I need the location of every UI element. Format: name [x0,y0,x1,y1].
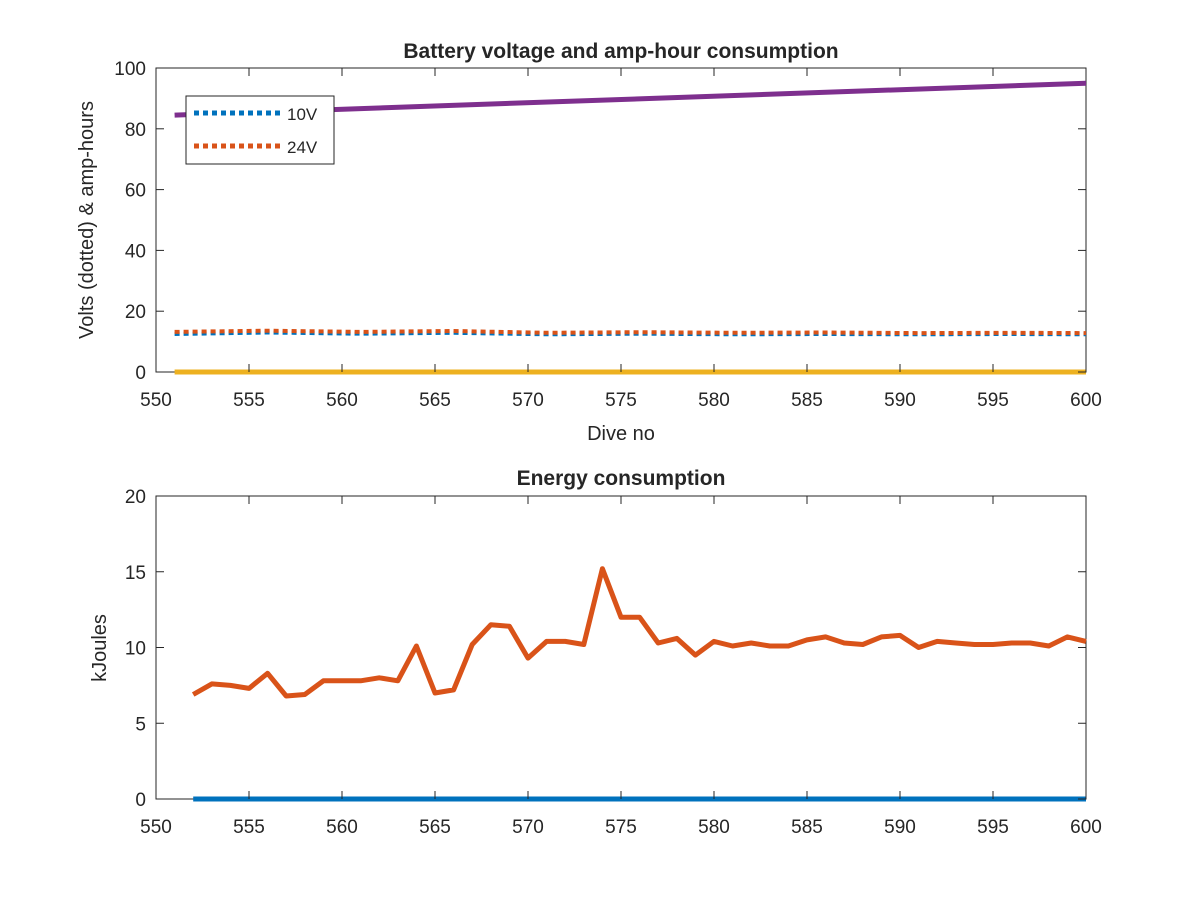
top-y-tick-label: 20 [125,302,146,323]
bottom-x-tick-label: 585 [791,817,823,838]
legend-label-24v: 24V [287,138,318,157]
bottom-x-tick-label: 570 [512,817,544,838]
top-x-tick-label: 550 [140,390,172,411]
top-y-tick-label: 40 [125,241,146,262]
bottom-y-tick-label: 10 [125,639,146,660]
top-y-tick-label: 60 [125,181,146,202]
top-x-tick-label: 580 [698,390,730,411]
bottom-tick-layer: 550 555 560 565 570 575 580 585 590 595 600 0 5 10 15 2… [125,487,1102,838]
top-chart-title: Battery voltage and amp-hour consumption [403,40,838,63]
top-x-tick-label: 590 [884,390,916,411]
bottom-x-tick-label: 590 [884,817,916,838]
bottom-plot-area [155,495,1087,800]
top-x-tick-label: 595 [977,390,1009,411]
bottom-x-tick-label: 555 [233,817,265,838]
top-y-tick-label: 80 [125,120,146,141]
top-series-line-24v [174,328,1087,336]
top-tick-layer: 550 555 560 565 570 575 580 585 590 595 600 0 20 40 60… [114,59,1102,411]
bottom-x-tick-label: 550 [140,817,172,838]
top-x-axis-label: Dive no [587,423,655,445]
bottom-chart-title: Energy consumption [517,467,726,490]
legend-label-10v: 10V [287,105,318,124]
bottom-x-tick-label: 580 [698,817,730,838]
bottom-x-tick-label: 575 [605,817,637,838]
bottom-series-line-series-1 [191,566,1087,699]
legend-box [185,95,335,165]
top-axes: 550 555 560 565 570 575 580 585 590 595 600 0 20 40 60… [76,40,1102,445]
top-x-tick-label: 560 [326,390,358,411]
bottom-y-axis-label: kJoules [89,614,111,682]
top-x-tick-label: 570 [512,390,544,411]
top-y-axis-label: Volts (dotted) & amp-hours [76,101,98,339]
top-x-tick-label: 555 [233,390,265,411]
bottom-y-tick-label: 5 [135,714,146,735]
bottom-y-tick-label: 20 [125,487,146,508]
top-x-tick-label: 600 [1070,390,1102,411]
legend: 10V 24V [185,95,335,165]
top-x-tick-label: 575 [605,390,637,411]
top-y-tick-label: 100 [114,59,146,80]
bottom-x-tick-label: 600 [1070,817,1102,838]
bottom-axes: 550 555 560 565 570 575 580 585 590 595 600 0 5 10 15 2… [89,467,1102,838]
top-y-tick-label: 0 [135,363,146,384]
top-x-tick-label: 565 [419,390,451,411]
top-x-tick-label: 585 [791,390,823,411]
bottom-x-tick-label: 595 [977,817,1009,838]
bottom-x-tick-label: 560 [326,817,358,838]
bottom-y-tick-label: 0 [135,790,146,811]
bottom-x-tick-label: 565 [419,817,451,838]
bottom-y-tick-label: 15 [125,563,146,584]
